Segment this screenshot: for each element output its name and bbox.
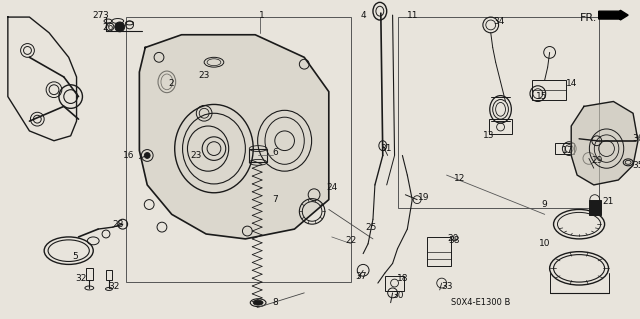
Ellipse shape	[253, 300, 263, 305]
Polygon shape	[572, 101, 638, 185]
Text: 34: 34	[493, 17, 504, 26]
Text: 2: 2	[168, 79, 173, 88]
Bar	[125, 17, 351, 282]
Text: 23: 23	[191, 151, 202, 160]
Text: 37: 37	[355, 272, 367, 281]
Bar	[397, 17, 598, 209]
Bar	[86, 268, 93, 280]
Text: 23: 23	[198, 71, 210, 80]
Text: 28: 28	[112, 220, 124, 229]
Text: FR.: FR.	[580, 13, 598, 23]
Text: 22: 22	[346, 236, 357, 245]
Text: 15: 15	[536, 92, 548, 101]
Text: 7: 7	[272, 195, 278, 204]
Text: 9: 9	[542, 200, 548, 209]
Bar	[385, 276, 404, 291]
Bar	[554, 143, 574, 154]
Text: 6: 6	[272, 148, 278, 157]
Circle shape	[144, 152, 150, 159]
Polygon shape	[140, 35, 329, 239]
Text: 32: 32	[75, 274, 86, 283]
Text: 20: 20	[448, 234, 459, 243]
Text: 19: 19	[419, 193, 429, 202]
Text: 31: 31	[380, 144, 392, 153]
Text: 29: 29	[591, 156, 602, 165]
Text: 5: 5	[73, 252, 79, 261]
Text: 36: 36	[632, 134, 640, 143]
Text: 25: 25	[365, 223, 377, 232]
Text: 4: 4	[360, 11, 366, 19]
Text: 16: 16	[123, 151, 134, 160]
Bar	[106, 270, 112, 280]
Text: 30: 30	[393, 291, 404, 300]
Bar	[250, 149, 267, 162]
Text: 10: 10	[539, 239, 550, 248]
Text: 1: 1	[259, 11, 265, 19]
Text: 35: 35	[632, 161, 640, 170]
Text: 24: 24	[326, 183, 337, 192]
Text: 26: 26	[102, 23, 114, 32]
Bar	[489, 119, 513, 134]
Text: S0X4-E1300 B: S0X4-E1300 B	[451, 298, 511, 307]
Text: 8: 8	[272, 298, 278, 307]
Text: 38: 38	[449, 236, 460, 245]
Text: 18: 18	[397, 274, 408, 283]
Text: 32: 32	[108, 281, 120, 291]
Text: 17: 17	[561, 146, 573, 155]
Text: 11: 11	[406, 11, 418, 19]
Text: 21: 21	[603, 197, 614, 206]
Bar	[532, 80, 566, 100]
Bar	[589, 200, 601, 215]
Text: 13: 13	[483, 131, 495, 140]
Text: 27: 27	[92, 11, 104, 19]
FancyArrow shape	[598, 10, 628, 20]
Text: 12: 12	[454, 174, 465, 182]
Text: 3: 3	[102, 11, 108, 19]
Text: 33: 33	[441, 281, 452, 291]
Circle shape	[115, 22, 125, 32]
Text: 14: 14	[566, 79, 577, 88]
Bar	[427, 237, 451, 266]
